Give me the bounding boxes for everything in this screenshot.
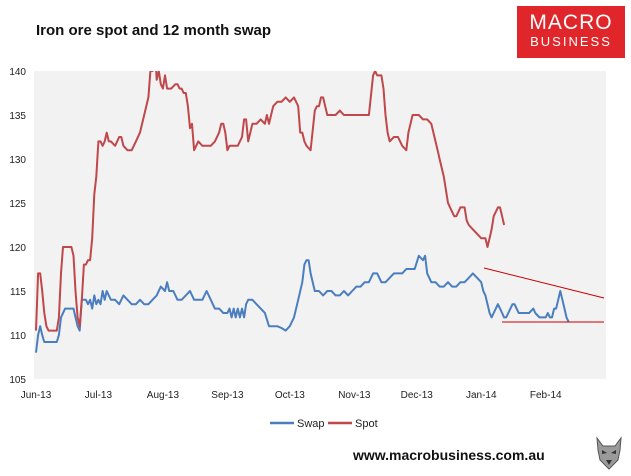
y-tick-label: 115 (10, 287, 26, 298)
wolf-mascot-icon (596, 436, 622, 470)
legend-swap-label: Swap (297, 418, 325, 430)
y-tick-label: 110 (10, 331, 26, 342)
y-tick-label: 125 (9, 199, 26, 210)
y-tick-label: 105 (9, 375, 26, 386)
annotation-descending-trendline (483, 267, 605, 299)
trend-annotations (483, 267, 605, 323)
series-line-spot (35, 71, 506, 332)
logo-line-1: MACRO (529, 11, 613, 34)
series-layer (35, 71, 570, 353)
legend-spot-label: Spot (355, 418, 378, 430)
y-axis: 105 110 115 120 125 130 135 140 (9, 67, 26, 386)
x-tick-label: Dec-13 (401, 390, 434, 401)
y-tick-label: 130 (9, 155, 26, 166)
y-tick-label: 140 (9, 67, 26, 78)
plot-area (34, 71, 606, 379)
series-line-swap (35, 254, 570, 353)
x-tick-label: Nov-13 (338, 390, 371, 401)
x-tick-label: Jan-14 (466, 390, 497, 401)
x-axis: Jun-13 Jul-13 Aug-13 Sep-13 Oct-13 Nov-13 Dec-… (21, 390, 562, 401)
x-tick-label: Sep-13 (211, 390, 244, 401)
logo-line-2: BUSINESS (530, 34, 612, 49)
x-tick-label: Aug-13 (147, 390, 180, 401)
chart-legend: Swap Spot (270, 418, 378, 430)
footer-url: www.macrobusiness.com.au (353, 447, 545, 463)
x-tick-label: Jul-13 (85, 390, 113, 401)
chart-title: Iron ore spot and 12 month swap (36, 22, 272, 39)
x-tick-label: Oct-13 (275, 390, 305, 401)
macrobusiness-logo: MACRO BUSINESS (517, 6, 625, 58)
x-tick-label: Feb-14 (530, 390, 562, 401)
y-tick-label: 120 (9, 243, 26, 254)
y-tick-label: 135 (9, 111, 26, 122)
x-tick-label: Jun-13 (21, 390, 52, 401)
